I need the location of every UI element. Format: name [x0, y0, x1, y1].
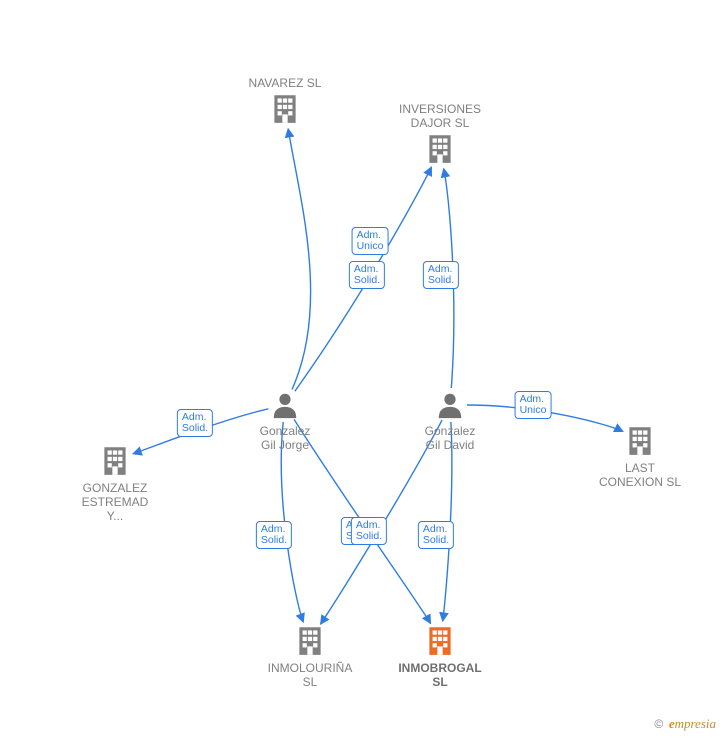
building-icon — [268, 91, 302, 130]
person-icon — [270, 390, 300, 425]
node-jorge[interactable]: GonzalezGil Jorge — [225, 390, 345, 453]
node-label: GonzalezGil David — [390, 425, 510, 453]
edge-label: Adm.Unico — [515, 391, 552, 419]
building-icon — [423, 131, 457, 170]
node-label: GonzalezGil Jorge — [225, 425, 345, 453]
node-label: INMOBROGALSL — [380, 662, 500, 690]
edge-label: Adm.Solid. — [423, 261, 459, 289]
copyright-symbol: © — [654, 717, 663, 731]
building-icon — [293, 623, 327, 662]
node-inmolourina[interactable]: INMOLOURIÑASL — [250, 623, 370, 690]
edge-label: Adm.Solid. — [351, 517, 387, 545]
edge-jorge-navarez — [288, 129, 310, 390]
watermark: © empresia — [654, 716, 716, 732]
node-david[interactable]: GonzalezGil David — [390, 390, 510, 453]
edge-label: Adm.Unico — [352, 227, 389, 255]
node-inmobrogal[interactable]: INMOBROGALSL — [380, 623, 500, 690]
node-label: LASTCONEXION SL — [580, 462, 700, 490]
edge-label: Adm.Solid. — [256, 521, 292, 549]
node-label: INMOLOURIÑASL — [250, 662, 370, 690]
node-navarez[interactable]: NAVAREZ SL — [225, 77, 345, 130]
brand-name: empresia — [669, 716, 716, 731]
node-last[interactable]: LASTCONEXION SL — [580, 423, 700, 490]
building-icon — [623, 423, 657, 462]
edge-label: Adm.Solid. — [349, 261, 385, 289]
node-label: INVERSIONESDAJOR SL — [380, 103, 500, 131]
person-icon — [435, 390, 465, 425]
diagram-canvas: { "type": "network", "canvas": { "width"… — [0, 0, 728, 740]
node-gonzalez_e[interactable]: GONZALEZESTREMADY... — [55, 443, 175, 523]
edge-label: Adm.Solid. — [177, 409, 213, 437]
building-icon — [423, 623, 457, 662]
node-dajor[interactable]: INVERSIONESDAJOR SL — [380, 103, 500, 170]
node-label: NAVAREZ SL — [225, 77, 345, 91]
building-icon — [98, 443, 132, 482]
node-label: GONZALEZESTREMADY... — [55, 482, 175, 523]
edge-label: Adm.Solid. — [418, 521, 454, 549]
